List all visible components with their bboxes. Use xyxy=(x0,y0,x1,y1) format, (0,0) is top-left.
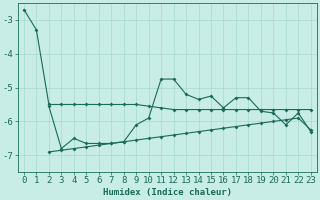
X-axis label: Humidex (Indice chaleur): Humidex (Indice chaleur) xyxy=(103,188,232,197)
